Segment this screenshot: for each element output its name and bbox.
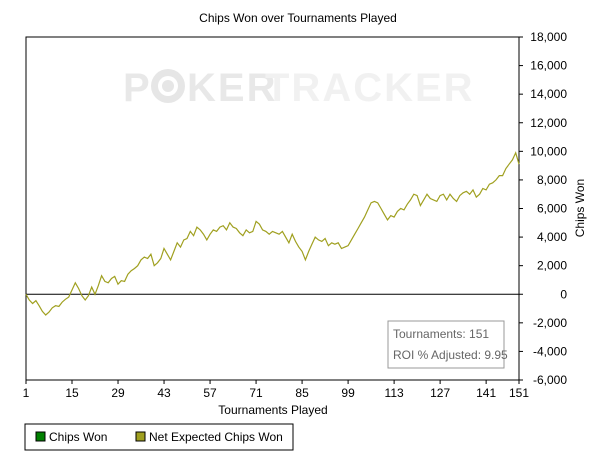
x-tick-label: 29 bbox=[111, 386, 125, 400]
legend-swatch-net-expected bbox=[135, 431, 146, 442]
watermark-text-left: P bbox=[123, 66, 152, 110]
watermark-text-right: TRACKER bbox=[265, 66, 475, 110]
poker-chip-icon bbox=[151, 69, 185, 103]
x-tick-label: 99 bbox=[341, 386, 355, 400]
watermark-text-mid: KER bbox=[187, 66, 277, 110]
y-tick-label: 16,000 bbox=[530, 59, 567, 73]
y-tick-label: 8,000 bbox=[537, 173, 567, 187]
series-lines bbox=[25, 151, 520, 316]
x-tick-label: 141 bbox=[476, 386, 496, 400]
x-tick-label: 15 bbox=[65, 386, 79, 400]
legend-label-net-expected: Net Expected Chips Won bbox=[149, 430, 283, 444]
y-tick-label: 4,000 bbox=[537, 230, 567, 244]
y-tick-label: -2,000 bbox=[533, 316, 567, 330]
x-tick-label: 113 bbox=[385, 386, 404, 400]
y-axis-title: Chips Won bbox=[573, 179, 587, 237]
y-tick-label: 14,000 bbox=[530, 87, 567, 101]
x-axis: 1 15 29 43 57 71 85 99 113 127 141 151 bbox=[23, 380, 529, 400]
poker-tracker-watermark: P KER TRACKER bbox=[123, 66, 475, 110]
y-tick-label: -6,000 bbox=[533, 373, 567, 387]
roi-adjusted: ROI % Adjusted: 9.95 bbox=[393, 348, 508, 362]
x-tick-label: 85 bbox=[295, 386, 309, 400]
y-tick-label: 10,000 bbox=[530, 144, 567, 158]
x-axis-title: Tournaments Played bbox=[218, 403, 327, 417]
x-tick-label: 57 bbox=[203, 386, 217, 400]
x-tick-label: 151 bbox=[509, 386, 529, 400]
legend: Chips Won Net Expected Chips Won bbox=[24, 423, 294, 451]
x-tick-label: 127 bbox=[430, 386, 450, 400]
y-tick-label: 6,000 bbox=[537, 202, 567, 216]
x-tick-label: 71 bbox=[249, 386, 263, 400]
chart-title: Chips Won over Tournaments Played bbox=[199, 11, 397, 25]
y-tick-label: 0 bbox=[560, 287, 567, 301]
series-line-net-expected bbox=[25, 151, 520, 316]
y-tick-label: 18,000 bbox=[530, 30, 567, 44]
x-tick-label: 43 bbox=[157, 386, 171, 400]
legend-swatch-chips-won bbox=[35, 431, 46, 442]
stats-infobox: Tournaments: 151 ROI % Adjusted: 9.95 bbox=[387, 320, 508, 369]
y-tick-label: -4,000 bbox=[533, 344, 567, 358]
legend-label-chips-won: Chips Won bbox=[49, 430, 107, 444]
x-tick-label: 1 bbox=[23, 386, 30, 400]
y-tick-label: 12,000 bbox=[530, 116, 567, 130]
y-axis: -6,000 -4,000 -2,000 0 2,000 4,000 6,000 8,000 1… bbox=[519, 30, 567, 387]
tournaments-count: Tournaments: 151 bbox=[393, 327, 489, 341]
y-tick-label: 2,000 bbox=[537, 259, 567, 273]
